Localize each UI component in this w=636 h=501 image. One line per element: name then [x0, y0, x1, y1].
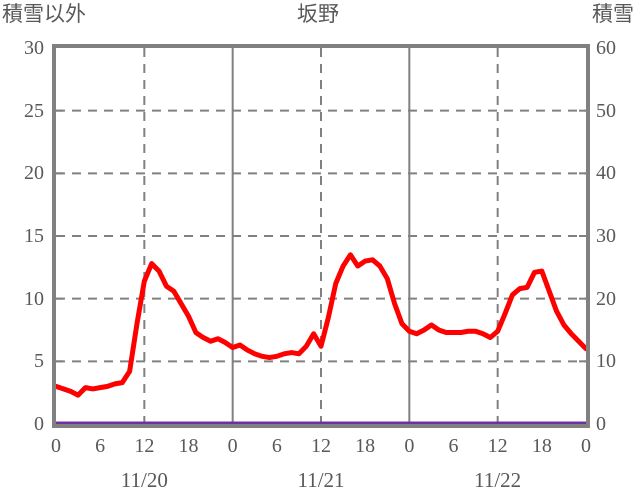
plot-area	[52, 44, 590, 428]
y-axis-right-tick-60: 60	[596, 37, 616, 59]
y-axis-right-tick-50: 50	[596, 99, 616, 122]
y-axis-left-tick-30: 30	[24, 37, 44, 59]
x-axis-tick-1: 6	[95, 435, 106, 457]
page-title: 坂野	[297, 2, 339, 26]
y-axis-left-tick-25: 25	[24, 99, 44, 122]
x-axis-tick-2: 12	[134, 435, 155, 457]
x-axis-tick-11: 18	[531, 435, 552, 457]
x-axis-tick-8: 0	[404, 435, 415, 457]
x-axis-tick-10: 12	[487, 435, 508, 457]
x-axis-tick-5: 6	[271, 435, 282, 457]
y-axis-left-tick-5: 5	[34, 350, 44, 373]
left-axis-unit-label: 積雪以外	[2, 2, 86, 26]
x-axis-tick-6: 12	[311, 435, 331, 457]
x-axis-tick-4: 0	[227, 435, 238, 457]
x-axis-tick-7: 18	[355, 435, 376, 457]
y-axis-left-tick-0: 0	[34, 413, 44, 435]
y-axis-right-tick-40: 40	[596, 162, 616, 185]
x-axis-day-label-11-22: 11/22	[474, 468, 522, 492]
y-axis-left-tick-10: 10	[24, 287, 44, 310]
x-axis-day-label-11-21: 11/21	[297, 468, 345, 492]
data-series	[56, 252, 586, 424]
right-axis-unit-label: 積雪	[592, 2, 634, 26]
y-axis-right-tick-20: 20	[596, 287, 616, 310]
y-axis-left-tick-20: 20	[24, 162, 44, 185]
x-axis-tick-9: 6	[448, 435, 459, 457]
x-axis-tick-3: 18	[178, 435, 199, 457]
x-axis-tick-0: 0	[51, 435, 61, 457]
x-axis-tick-12: 0	[581, 435, 591, 457]
y-axis-left-tick-15: 15	[24, 225, 44, 247]
y-axis-right-tick-10: 10	[596, 350, 616, 373]
grid-lines	[56, 48, 586, 424]
y-axis-right-tick-0: 0	[596, 413, 606, 435]
x-axis-day-label-11-20: 11/20	[120, 468, 168, 492]
y-axis-right-tick-30: 30	[596, 225, 616, 247]
